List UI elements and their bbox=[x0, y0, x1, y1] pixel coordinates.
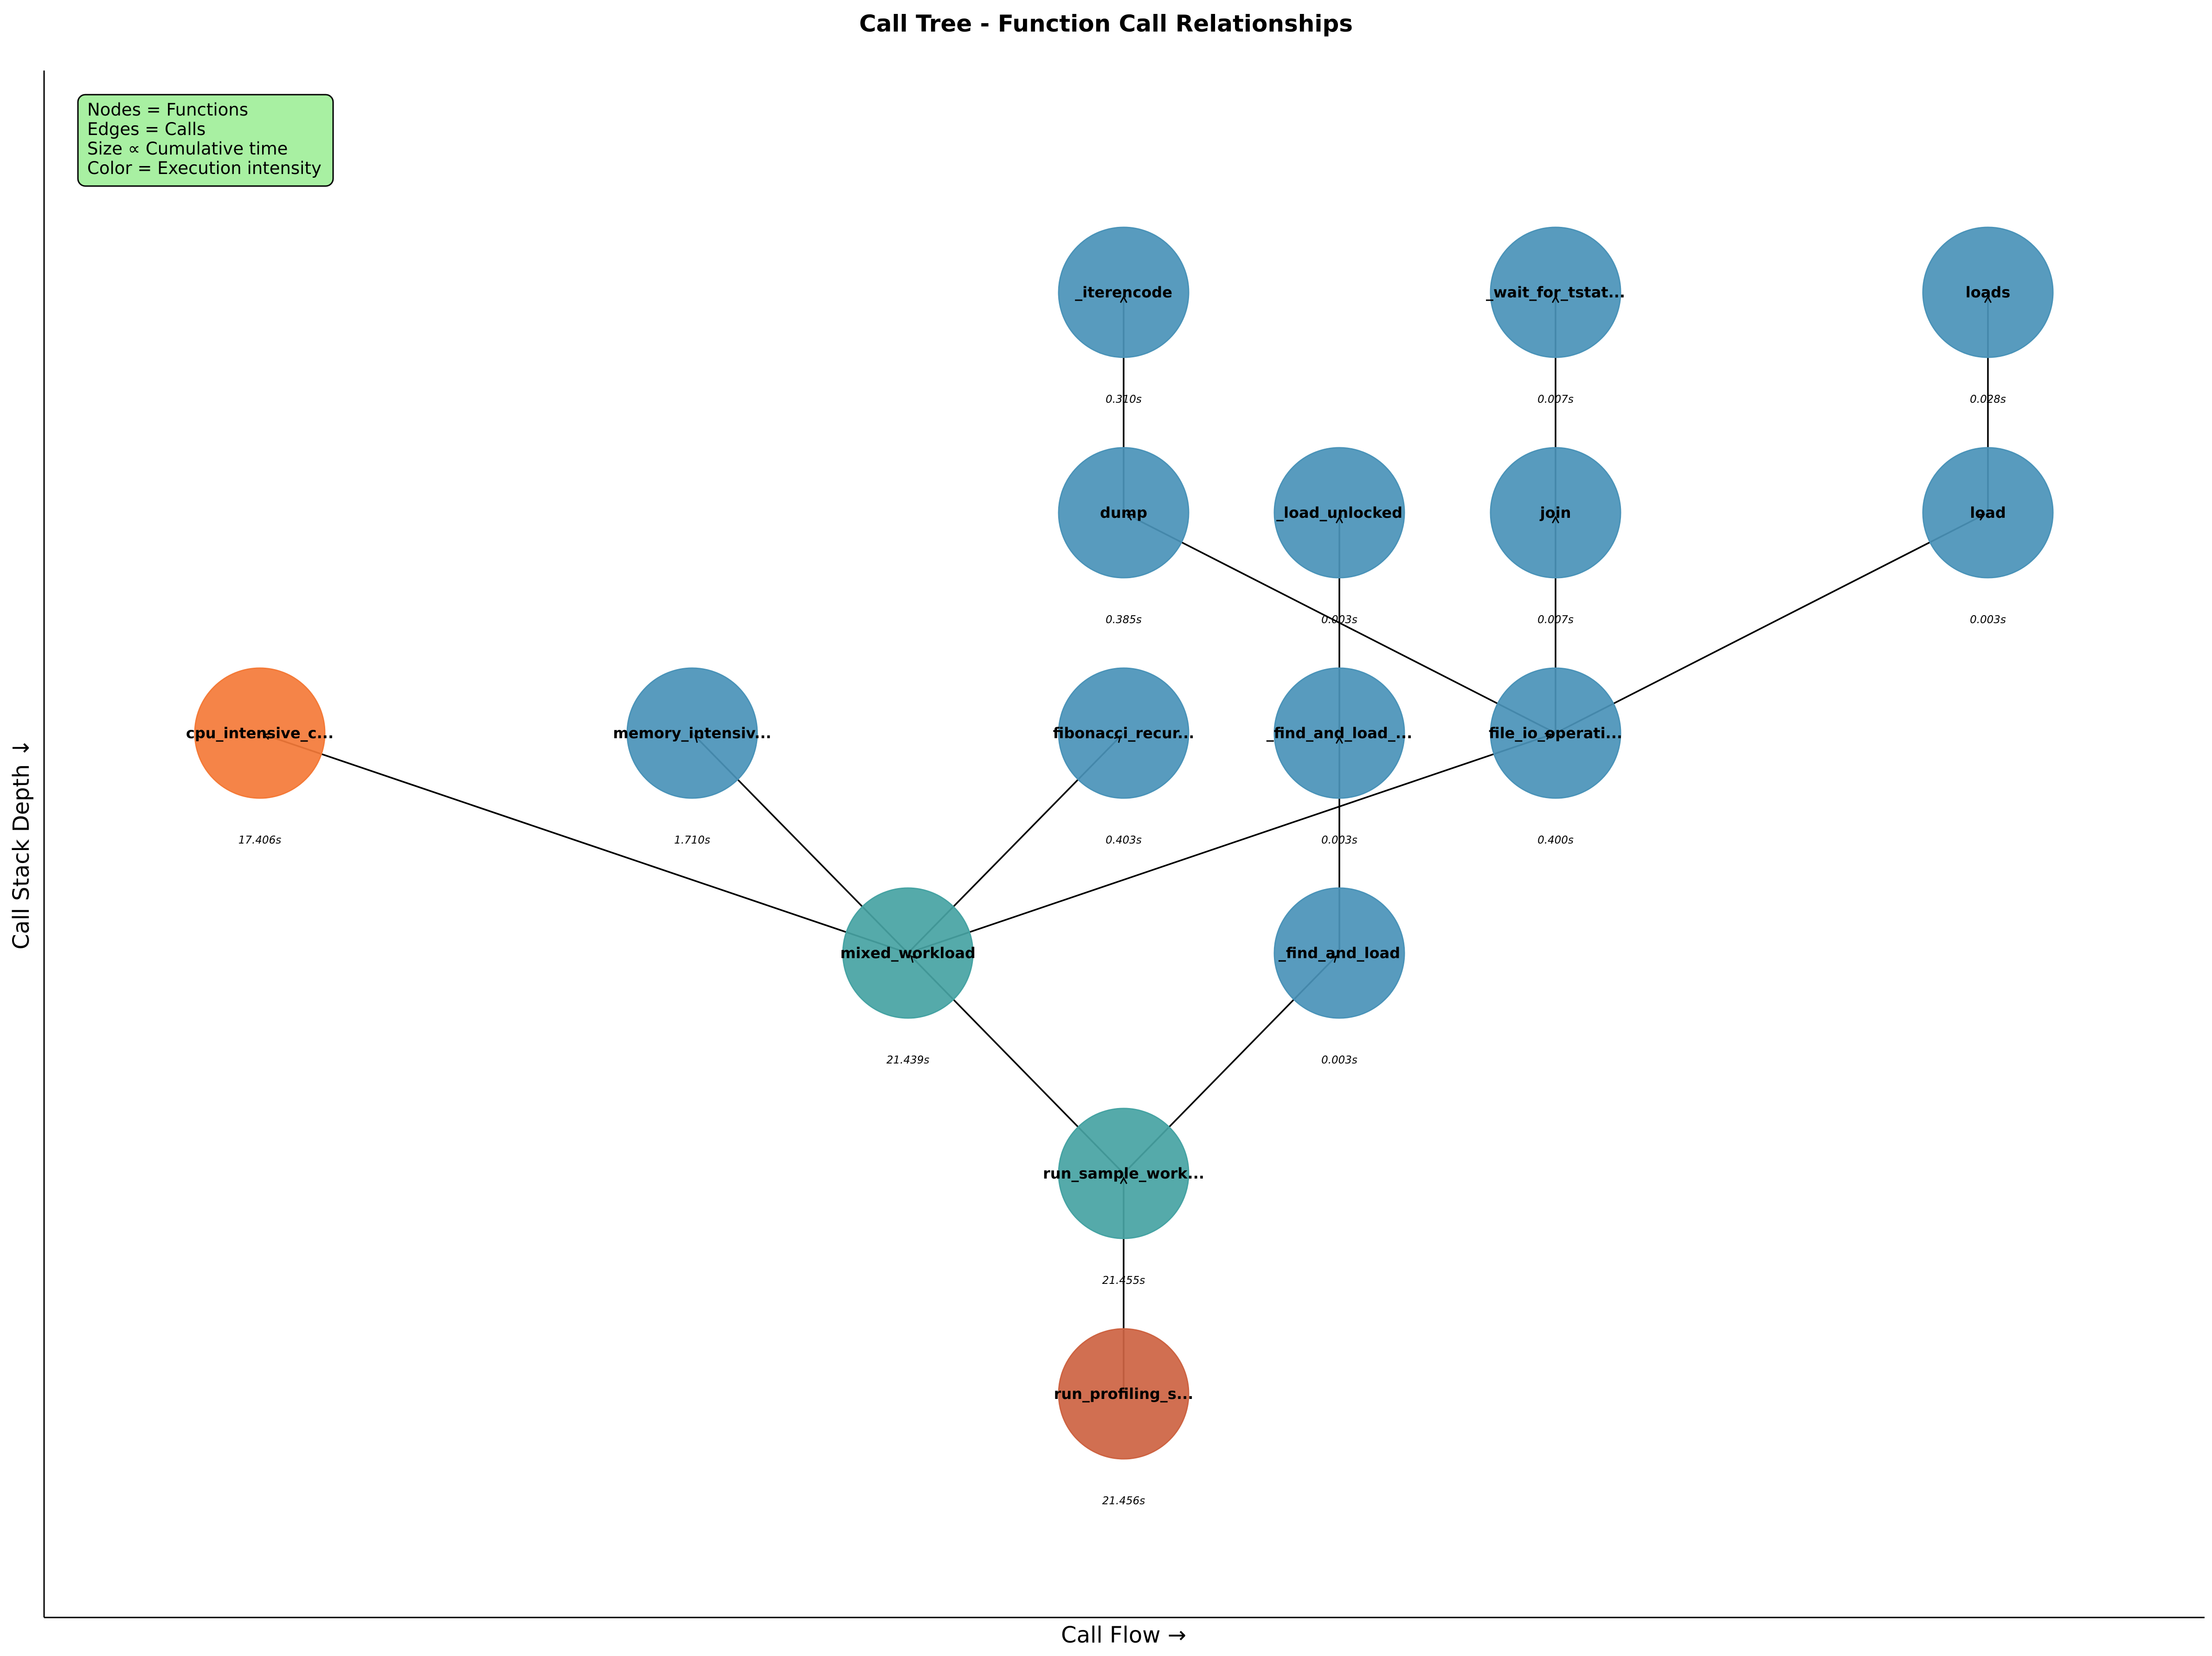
arrowhead bbox=[910, 955, 918, 963]
y-axis-label: Call Stack Depth ↓ bbox=[8, 739, 34, 950]
function-node: run_profiling_s... 21.456s bbox=[1054, 1328, 1194, 1507]
node-circle bbox=[1922, 226, 2054, 358]
arrowhead bbox=[1119, 1176, 1128, 1185]
node-time-label: 0.003s bbox=[1321, 614, 1357, 626]
node-circle bbox=[1490, 226, 1621, 358]
node-circle bbox=[626, 667, 758, 799]
node-label: file_io_operati... bbox=[1489, 724, 1622, 742]
node-circle bbox=[1058, 1328, 1190, 1460]
node-label: run_sample_work... bbox=[1043, 1165, 1204, 1182]
arrowhead bbox=[1544, 733, 1553, 740]
node-circle bbox=[1273, 447, 1405, 579]
call-edge bbox=[907, 732, 1556, 954]
node-time-label: 0.007s bbox=[1537, 614, 1574, 626]
arrowhead bbox=[1330, 955, 1337, 963]
node-time-label: 21.456s bbox=[1102, 1495, 1145, 1507]
node-label: dump bbox=[1100, 504, 1147, 522]
arrowhead bbox=[1551, 295, 1560, 303]
call-edge bbox=[259, 732, 908, 954]
node-circle bbox=[842, 887, 974, 1019]
legend-line: Nodes = Functions bbox=[87, 100, 248, 120]
node-label: _wait_for_tstat... bbox=[1486, 284, 1625, 301]
function-nodes: run_profiling_s... 21.456s run_sample_work… bbox=[186, 226, 2054, 1507]
function-node: _iterencode 0.310s bbox=[1058, 226, 1190, 406]
node-time-label: 0.028s bbox=[1970, 393, 2006, 406]
node-label: memory_intensiv... bbox=[613, 724, 771, 742]
node-label: _find_and_load bbox=[1279, 944, 1400, 962]
node-label: mixed_workload bbox=[840, 944, 976, 962]
node-time-label: 21.439s bbox=[887, 1054, 929, 1066]
legend-line: Size ∝ Cumulative time bbox=[87, 139, 288, 159]
x-axis-label: Call Flow → bbox=[1061, 1622, 1186, 1648]
function-node: dump 0.385s bbox=[1058, 447, 1190, 626]
arrowhead bbox=[1119, 295, 1128, 303]
arrowhead bbox=[1551, 515, 1560, 524]
node-circle bbox=[1273, 667, 1405, 799]
function-node: _wait_for_tstat... 0.007s bbox=[1486, 226, 1625, 406]
edge-arrows bbox=[263, 295, 1992, 1185]
node-label: _find_and_load_... bbox=[1267, 724, 1413, 742]
node-label: cpu_intensive_c... bbox=[186, 724, 334, 742]
arrowhead bbox=[1335, 736, 1344, 744]
call-edge bbox=[1123, 512, 1556, 734]
node-label: loads bbox=[1966, 284, 2011, 301]
legend-background bbox=[77, 94, 334, 187]
node-label: load bbox=[1970, 504, 2006, 522]
function-node: run_sample_work... 21.455s bbox=[1043, 1108, 1204, 1287]
node-circle bbox=[194, 667, 326, 799]
function-node: _find_and_load 0.003s bbox=[1273, 887, 1405, 1066]
node-circle bbox=[1922, 447, 2054, 579]
function-node: fibonacci_recur... 0.403s bbox=[1053, 667, 1195, 846]
node-label: _load_unlocked bbox=[1276, 504, 1402, 522]
node-circle bbox=[1490, 447, 1621, 579]
function-node: cpu_intensive_c... 17.406s bbox=[186, 667, 334, 846]
node-time-label: 0.003s bbox=[1321, 834, 1357, 846]
node-time-label: 0.400s bbox=[1537, 834, 1574, 846]
node-label: _iterencode bbox=[1075, 284, 1172, 301]
node-circle bbox=[1058, 667, 1190, 799]
arrowhead bbox=[1335, 515, 1344, 524]
node-circle bbox=[1490, 667, 1621, 799]
function-node: mixed_workload 21.439s bbox=[840, 887, 976, 1066]
function-node: memory_intensiv... 1.710s bbox=[613, 667, 772, 846]
node-circle bbox=[1058, 447, 1190, 579]
function-node: load 0.003s bbox=[1922, 447, 2054, 626]
legend-box: Nodes = Functions Edges = Calls Size ∝ C… bbox=[77, 94, 334, 187]
node-time-label: 0.403s bbox=[1106, 834, 1142, 846]
node-time-label: 0.007s bbox=[1537, 393, 1574, 406]
node-label: fibonacci_recur... bbox=[1053, 724, 1195, 742]
arrowhead bbox=[263, 733, 271, 740]
legend-line: Edges = Calls bbox=[87, 119, 206, 139]
arrowhead bbox=[694, 735, 702, 743]
arrowhead bbox=[1126, 514, 1134, 521]
chart-title: Call Tree - Function Call Relationships bbox=[859, 10, 1353, 37]
function-node: _find_and_load_... 0.003s bbox=[1267, 667, 1413, 846]
node-time-label: 0.310s bbox=[1106, 393, 1142, 406]
call-edge bbox=[1555, 512, 1988, 734]
arrowhead bbox=[1977, 514, 1985, 521]
node-time-label: 21.455s bbox=[1102, 1275, 1145, 1287]
function-node: file_io_operati... 0.400s bbox=[1489, 667, 1622, 846]
node-circle bbox=[1273, 887, 1405, 1019]
arrowhead bbox=[1984, 295, 1992, 303]
node-time-label: 1.710s bbox=[674, 834, 710, 846]
node-circle bbox=[1058, 226, 1190, 358]
node-label: run_profiling_s... bbox=[1054, 1385, 1194, 1403]
axes bbox=[43, 71, 2205, 1618]
node-time-label: 17.406s bbox=[238, 834, 281, 846]
node-circle bbox=[1058, 1108, 1190, 1239]
arrowhead bbox=[1114, 735, 1122, 743]
node-time-label: 0.385s bbox=[1106, 614, 1142, 626]
node-time-label: 0.003s bbox=[1321, 1054, 1357, 1066]
node-time-label: 0.003s bbox=[1970, 614, 2006, 626]
legend-line: Color = Execution intensity bbox=[87, 158, 322, 178]
